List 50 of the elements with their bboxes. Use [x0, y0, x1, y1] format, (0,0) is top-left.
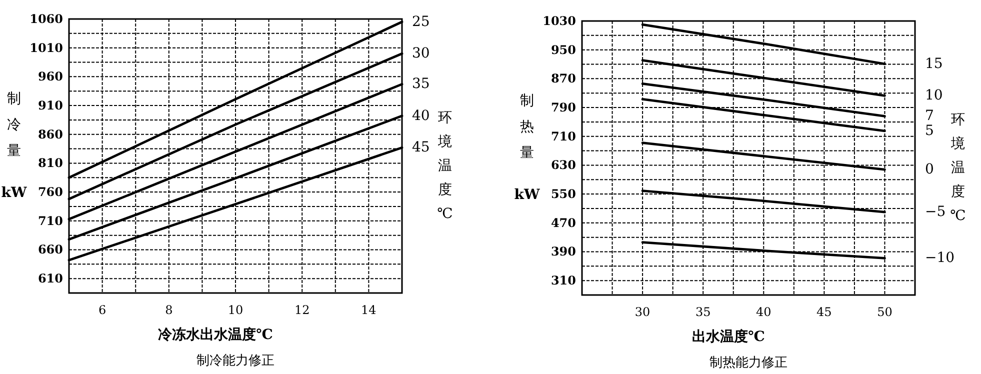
y-tick-label: 810	[38, 156, 63, 170]
y-tick-label: 950	[550, 42, 576, 57]
series-label: 25	[412, 14, 430, 30]
y-tick-label: 710	[550, 129, 576, 144]
y-tick-label: 870	[550, 72, 576, 86]
y-tick-label: 910	[38, 98, 63, 113]
y-tick-label: 390	[550, 244, 576, 259]
x-axis-title: 出水温度℃	[692, 328, 766, 345]
series-label: 45	[412, 140, 430, 156]
y-tick-label: 310	[550, 274, 576, 288]
text: 制热能力修正	[710, 356, 788, 370]
x-axis-title: 冷冻水出水温度℃	[158, 326, 274, 343]
y-tick-label: 610	[38, 272, 63, 286]
text: −5	[925, 204, 946, 220]
x-tick-label: 40	[756, 305, 772, 319]
y-tick-label: 1030	[542, 14, 576, 28]
text: −10	[925, 250, 955, 266]
x-tick-label: 45	[816, 305, 832, 319]
x-tick-label: 12	[294, 303, 310, 317]
y-tick-label: 860	[38, 127, 63, 142]
x-tick-label: 50	[877, 305, 892, 319]
x-tick-label: 10	[228, 303, 244, 317]
y-tick-label: 960	[38, 70, 63, 84]
x-tick-label: 35	[695, 305, 711, 319]
text: 制热量 kW	[514, 93, 540, 203]
text: 0	[925, 162, 934, 178]
x-tick-label: 14	[361, 303, 377, 317]
x-tick-label: 6	[98, 303, 106, 317]
series-label: 30	[412, 46, 430, 62]
text: 10	[925, 88, 943, 104]
y2-axis-title: 环境温度℃	[437, 110, 453, 222]
y-tick-label: 630	[550, 158, 576, 172]
y-tick-label: 790	[550, 100, 576, 115]
x-tick-label: 8	[165, 303, 173, 317]
series-label: 40	[412, 108, 430, 124]
y-tick-label: 710	[38, 214, 63, 228]
series-label: 35	[412, 76, 430, 92]
text: 15	[925, 56, 943, 72]
text: 7	[925, 108, 934, 124]
y-tick-label: 470	[550, 216, 576, 230]
y-tick-label: 660	[38, 242, 63, 257]
y-tick-label: 1060	[30, 12, 63, 26]
y-tick-label: 760	[38, 185, 63, 200]
y2-axis-title: 环境温度℃	[950, 112, 966, 224]
text: 制冷量 kW	[1, 91, 27, 201]
text: 5	[925, 122, 934, 139]
x-tick-label: 30	[634, 305, 650, 319]
y-tick-label: 550	[550, 187, 576, 202]
y-tick-label: 1010	[30, 40, 63, 55]
text: 制冷能力修正	[196, 354, 274, 368]
